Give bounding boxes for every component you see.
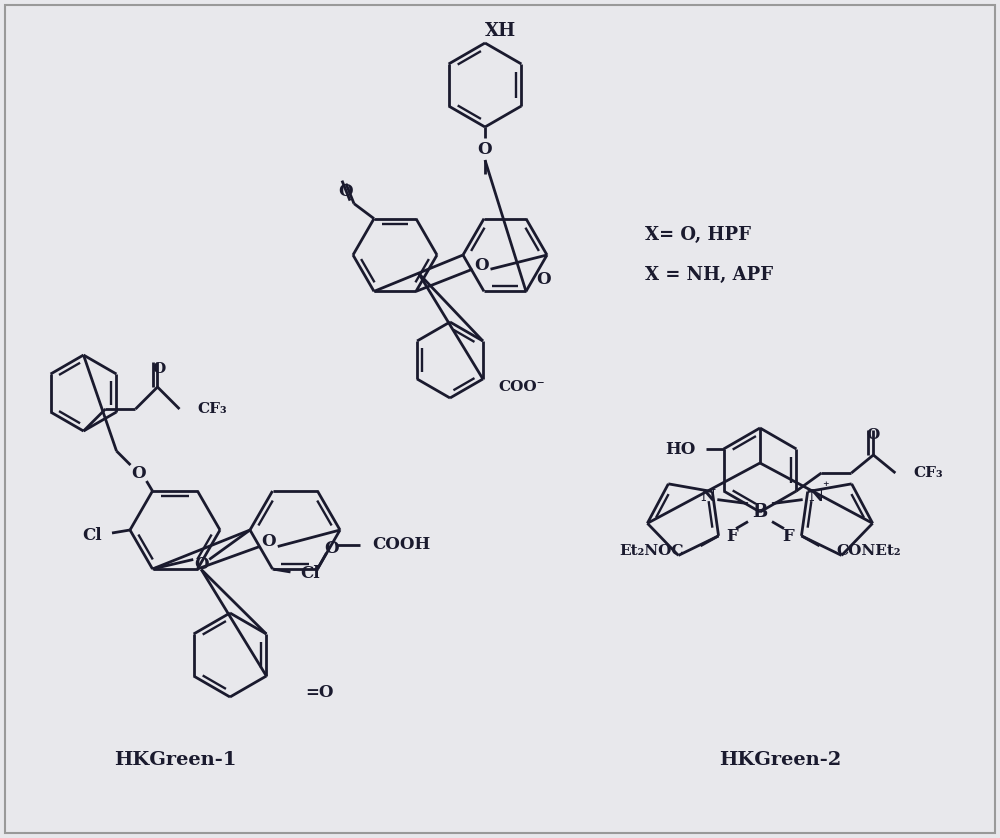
Text: =O: =O	[305, 684, 334, 701]
Text: Cl: Cl	[82, 526, 102, 544]
Text: O: O	[537, 271, 551, 288]
Text: O: O	[324, 541, 339, 557]
Text: HKGreen-1: HKGreen-1	[114, 751, 236, 769]
Text: F: F	[782, 528, 794, 545]
Text: X = NH, APF: X = NH, APF	[645, 266, 773, 284]
Text: O: O	[478, 141, 492, 158]
Text: CF₃: CF₃	[913, 466, 943, 480]
Text: N: N	[700, 488, 715, 505]
Text: COOH: COOH	[372, 536, 431, 553]
Text: O: O	[867, 428, 880, 442]
Text: O: O	[153, 362, 166, 376]
Text: O: O	[474, 256, 489, 274]
Text: N: N	[808, 488, 823, 505]
Text: F: F	[726, 528, 738, 545]
Text: O: O	[131, 464, 146, 482]
Text: CONEt₂: CONEt₂	[836, 544, 901, 558]
Text: O: O	[194, 556, 209, 573]
Text: HKGreen-2: HKGreen-2	[719, 751, 841, 769]
Text: Cl: Cl	[300, 566, 320, 582]
Text: XH: XH	[484, 22, 516, 40]
Text: O: O	[261, 533, 276, 550]
Text: ⁺: ⁺	[822, 480, 829, 493]
Text: B: B	[752, 503, 768, 520]
Text: X= O, HPF: X= O, HPF	[645, 226, 751, 244]
Text: HO: HO	[665, 441, 696, 458]
Text: COO⁻: COO⁻	[498, 380, 545, 394]
Text: CF₃: CF₃	[197, 402, 227, 416]
Text: Et₂NOC: Et₂NOC	[619, 544, 684, 558]
Text: O: O	[339, 184, 353, 200]
